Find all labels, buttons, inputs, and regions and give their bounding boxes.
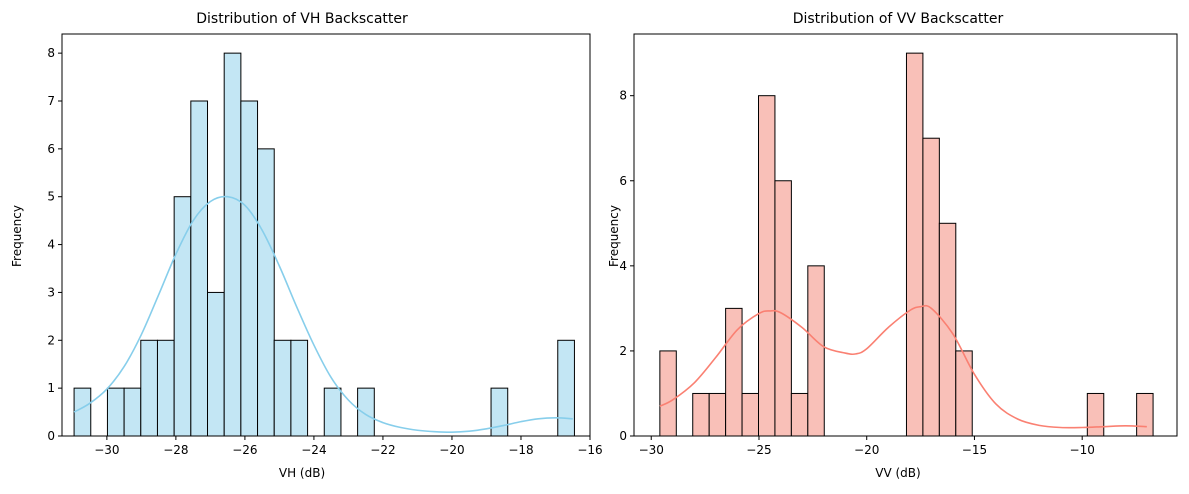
y-tick-label: 6: [47, 142, 55, 156]
histogram-bar: [758, 95, 776, 437]
chart-title: Distribution of VH Backscatter: [196, 11, 408, 27]
bars: [659, 52, 1154, 437]
x-tick-label: −24: [301, 443, 326, 457]
histogram-bar: [955, 350, 973, 437]
y-ticks: 0 1 2 3 4 5 6 7 8: [47, 46, 62, 443]
x-tick-label: −28: [163, 443, 188, 457]
histogram-bar: [938, 222, 957, 437]
x-ticks: −30 −28 −26 −24 −22 −20 −18 −16: [94, 436, 603, 457]
x-tick-label: −18: [508, 443, 533, 457]
histogram-bar: [807, 265, 825, 437]
histogram-bar: [659, 350, 677, 437]
y-axis-label: Frequency: [10, 205, 24, 267]
histogram-bar: [190, 100, 209, 437]
histogram-bar: [692, 392, 710, 437]
vv-histogram-panel: Distribution of VV Backscatter VV (dB) F…: [607, 11, 1178, 480]
x-tick-label: −20: [854, 443, 879, 457]
y-tick-label: 3: [47, 285, 55, 299]
y-tick-label: 6: [619, 174, 627, 188]
y-tick-label: 0: [619, 429, 627, 443]
histogram-bar: [106, 387, 125, 437]
y-tick-label: 8: [619, 89, 627, 103]
kde-curve: [659, 304, 1147, 429]
histogram-bar: [273, 339, 292, 437]
x-tick-label: −26: [232, 443, 257, 457]
x-tick-label: −16: [577, 443, 602, 457]
histogram-bar: [922, 137, 940, 437]
x-tick-label: −22: [370, 443, 395, 457]
y-tick-label: 8: [47, 46, 55, 60]
vh-histogram-panel: Distribution of VH Backscatter VH (dB) F…: [10, 11, 603, 480]
histogram-bar: [207, 291, 225, 437]
y-ticks: 0 2 4 6 8: [619, 89, 634, 443]
y-tick-label: 0: [47, 429, 55, 443]
kde-line: [73, 195, 573, 433]
histogram-bar: [1086, 392, 1105, 437]
histogram-bar: [1136, 392, 1154, 437]
x-axis-label: VV (dB): [875, 466, 920, 480]
histogram-bar: [774, 180, 792, 437]
x-tick-label: −30: [639, 443, 664, 457]
histogram-bar: [257, 148, 275, 437]
histogram-bar: [223, 52, 242, 437]
histogram-bar: [173, 196, 192, 437]
x-tick-label: −25: [746, 443, 771, 457]
histogram-bar: [323, 387, 342, 437]
y-tick-label: 7: [47, 94, 55, 108]
y-tick-label: 2: [619, 344, 627, 358]
y-tick-label: 4: [619, 259, 627, 273]
y-tick-label: 2: [47, 333, 55, 347]
kde-curve: [73, 195, 573, 433]
x-tick-label: −10: [1070, 443, 1095, 457]
axes-frame: [61, 33, 591, 437]
y-tick-label: 1: [47, 381, 55, 395]
histogram-bar: [708, 392, 727, 437]
histogram-bar: [73, 387, 92, 437]
y-axis-label: Frequency: [607, 205, 621, 267]
histogram-bar: [140, 339, 158, 437]
histogram-bar: [490, 387, 509, 437]
kde-line: [659, 304, 1147, 429]
histogram-bar: [905, 52, 924, 437]
histogram-bar: [156, 339, 175, 437]
axes-frame: [633, 33, 1178, 437]
histogram-bar: [290, 339, 309, 437]
y-tick-label: 5: [47, 190, 55, 204]
histogram-bar: [557, 339, 575, 437]
x-tick-label: −30: [94, 443, 119, 457]
histogram-bar: [357, 387, 375, 437]
histogram-bar: [123, 387, 142, 437]
x-ticks: −30 −25 −20 −15 −10: [639, 436, 1095, 457]
histogram-bar: [790, 392, 809, 437]
x-axis-label: VH (dB): [279, 466, 325, 480]
x-tick-label: −20: [439, 443, 464, 457]
x-tick-label: −15: [962, 443, 987, 457]
y-tick-label: 4: [47, 238, 55, 252]
histogram-bar: [741, 392, 759, 437]
chart-title: Distribution of VV Backscatter: [793, 11, 1004, 27]
histogram-bar: [240, 100, 259, 437]
